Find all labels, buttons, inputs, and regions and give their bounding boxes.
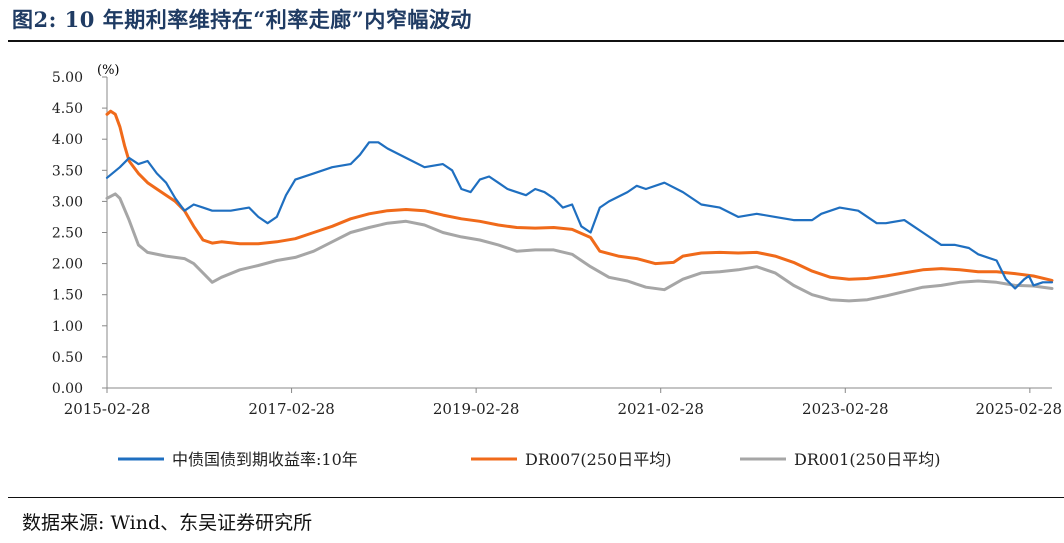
- x-tick-label: 2021-02-28: [617, 400, 703, 418]
- series-line-2: [105, 192, 1054, 303]
- y-tick-label: 3.50: [52, 163, 83, 179]
- y-tick-label: 1.50: [52, 288, 83, 304]
- x-tick-label: 2019-02-28: [433, 400, 519, 418]
- y-tick-label: 3.00: [52, 194, 83, 210]
- figure-title: 图2: 10 年期利率维持在“利率走廊”内窄幅波动: [12, 7, 472, 32]
- x-tick-label: 2025-02-28: [976, 400, 1062, 418]
- x-tick-label: 2023-02-28: [802, 400, 888, 418]
- x-tick-label: 2017-02-28: [248, 400, 334, 418]
- legend: 中债国债到期收益率:10年 DR007(250日平均) DR001(250日平均): [118, 450, 940, 469]
- legend-label-0: 中债国债到期收益率:10年: [172, 450, 358, 469]
- y-unit-label: (%): [97, 63, 120, 78]
- legend-label-1: DR007(250日平均): [525, 450, 671, 469]
- y-tick-label: 0.50: [52, 350, 83, 366]
- x-axis: 2015-02-28 2017-02-28 2019-02-28 2021-02-28…: [64, 387, 1062, 418]
- top-rule: [8, 40, 1064, 42]
- legend-label-2: DR001(250日平均): [794, 450, 940, 469]
- y-tick-label: 4.00: [52, 132, 83, 148]
- y-tick-label: 5.00: [52, 70, 83, 86]
- line-chart: 0.00 0.50 1.00 1.50 2.00 2.50 3.00 3.50 4.00 4.50…: [52, 63, 1062, 469]
- y-axis: 0.00 0.50 1.00 1.50 2.00 2.50 3.00 3.50 4.00 4.50…: [52, 70, 108, 397]
- x-tick-label: 2015-02-28: [64, 400, 150, 418]
- source-note: 数据来源: Wind、东吴证券研究所: [22, 512, 313, 534]
- plot-area: [105, 109, 1054, 303]
- y-tick-label: 1.00: [52, 319, 83, 335]
- y-tick-label: 2.00: [52, 257, 83, 273]
- y-tick-label: 4.50: [52, 101, 83, 117]
- series-line-0: [105, 141, 1054, 290]
- y-tick-label: 0.00: [52, 381, 83, 397]
- bottom-rule: [8, 497, 1064, 498]
- y-tick-label: 2.50: [52, 226, 83, 242]
- series-line-1: [105, 109, 1054, 282]
